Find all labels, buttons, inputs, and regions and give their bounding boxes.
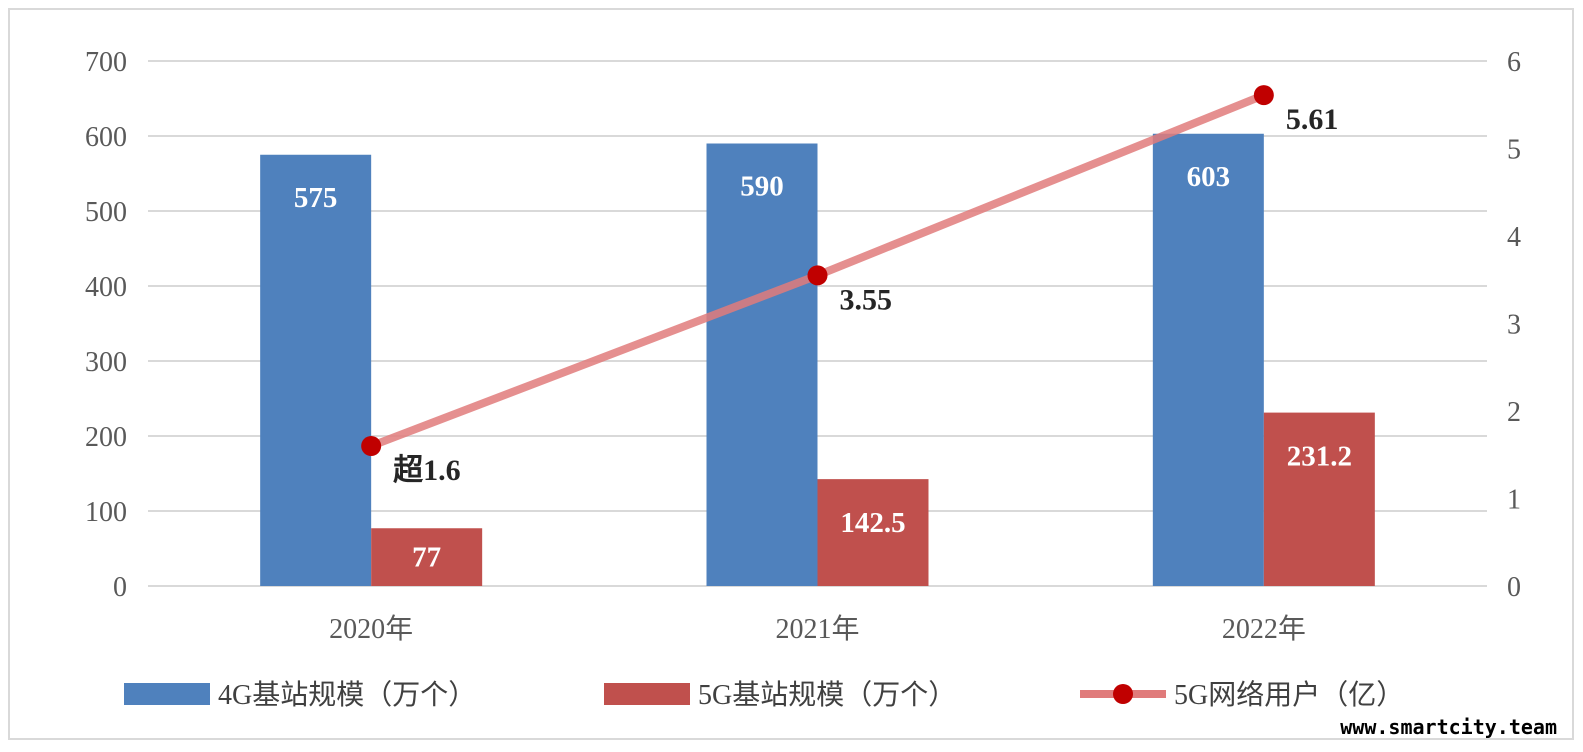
left-tick-label: 100 (85, 497, 127, 528)
bar-5g (817, 479, 929, 586)
category-label: 2022年 (1222, 613, 1306, 645)
bar-5g (1263, 412, 1375, 586)
bar-value-label: 575 (294, 182, 338, 214)
bar-value-label: 590 (740, 171, 784, 203)
bar-value-label: 142.5 (840, 507, 905, 539)
right-tick-label: 6 (1507, 47, 1521, 78)
line-point-label: 超1.6 (393, 454, 461, 487)
right-tick-label: 2 (1507, 397, 1521, 428)
bars: 575 77 590 142.5 603 231.2 (260, 133, 1375, 586)
legend-swatch (604, 683, 690, 705)
legend-marker (1113, 684, 1133, 704)
right-tick-label: 3 (1507, 310, 1521, 341)
category-label: 2020年 (329, 613, 413, 645)
bar-value-label: 231.2 (1287, 441, 1352, 473)
bar-5g (371, 528, 483, 586)
bar-value-label: 603 (1187, 161, 1231, 193)
legend: 4G基站规模（万个） 5G基站规模（万个） 5G网络用户（亿） (124, 679, 1404, 711)
left-axis-ticks: 0 100 200 300 400 500 600 700 (85, 47, 127, 603)
line-series: 超1.6 3.55 5.61 (361, 85, 1338, 487)
left-tick-label: 400 (85, 272, 127, 303)
right-tick-label: 0 (1507, 572, 1521, 603)
left-tick-label: 700 (85, 47, 127, 78)
category-labels: 2020年 2021年 2022年 (329, 613, 1306, 645)
right-axis-ticks: 0 1 2 3 4 5 6 (1507, 47, 1521, 603)
bar-value-label: 77 (412, 541, 441, 573)
category-label: 2021年 (775, 613, 859, 645)
line-point (1253, 85, 1274, 106)
line-point (807, 265, 828, 286)
legend-label: 5G基站规模（万个） (698, 679, 956, 711)
right-tick-label: 1 (1507, 485, 1521, 516)
left-tick-label: 300 (85, 347, 127, 378)
line-point-label: 5.61 (1286, 103, 1339, 136)
bar-4g (1152, 133, 1264, 586)
left-tick-label: 200 (85, 422, 127, 453)
line-point (361, 436, 382, 456)
bar-4g (260, 154, 372, 586)
legend-label: 5G网络用户（亿） (1174, 679, 1404, 711)
right-tick-label: 5 (1507, 135, 1521, 166)
line-point-label: 3.55 (840, 283, 893, 316)
bar-4g (706, 143, 818, 586)
left-tick-label: 600 (85, 122, 127, 153)
chart-frame (8, 8, 1574, 740)
right-tick-label: 4 (1507, 222, 1521, 253)
legend-swatch (124, 683, 210, 705)
watermark: www.smartcity.team (1340, 715, 1557, 739)
legend-label: 4G基站规模（万个） (218, 679, 476, 711)
left-tick-label: 500 (85, 197, 127, 228)
left-tick-label: 0 (113, 572, 127, 603)
